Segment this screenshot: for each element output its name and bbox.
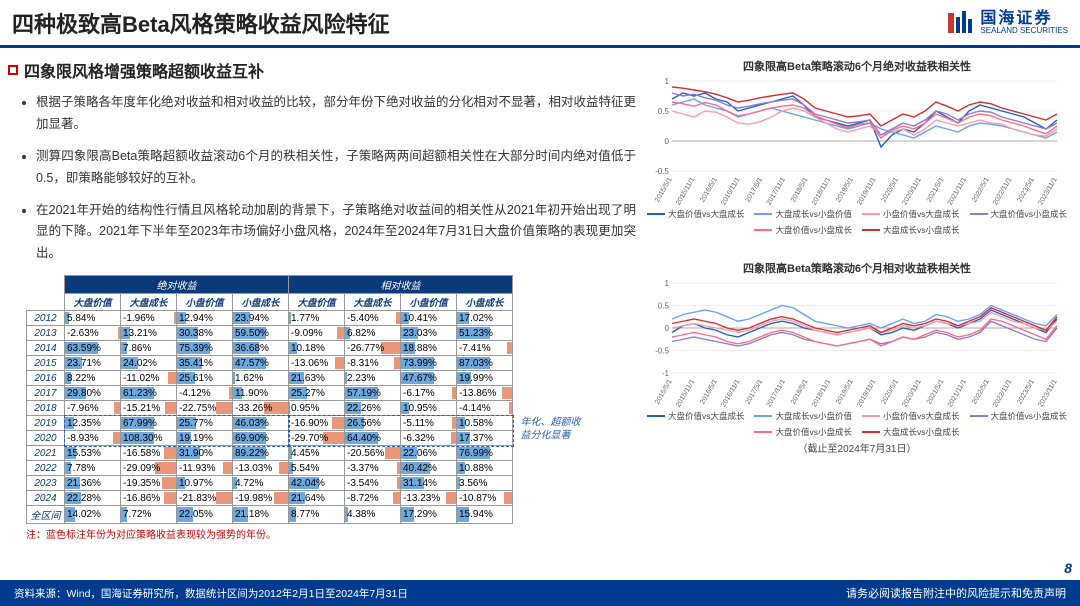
svg-text:1: 1 (665, 279, 670, 288)
svg-text:2020/5/1: 2020/5/1 (881, 176, 901, 203)
dash-label: 年化、超额收益分化显著 (521, 416, 581, 442)
table-note: 注：蓝色标注年份为对应策略收益表现较为强势的年份。 (26, 526, 636, 541)
svg-text:2021/5/1: 2021/5/1 (926, 378, 946, 405)
logo-text-en: SEALAND SECURITIES (980, 27, 1068, 35)
svg-text:2023/5/1: 2023/5/1 (1016, 176, 1036, 203)
svg-text:2019/11/1: 2019/11/1 (856, 378, 877, 408)
footer-disclaimer: 请务必阅读报告附注中的风险提示和免责声明 (846, 585, 1066, 601)
svg-text:2016/11/1: 2016/11/1 (720, 378, 741, 408)
legend-item: 大盘价值vs小盘成长 (754, 224, 852, 236)
svg-text:0: 0 (665, 324, 670, 333)
chart1-wrap: 四象限高Beta策略滚动6个月绝对收益秩相关性 -0.5 0 0.5 1 2015/5/… (642, 58, 1072, 236)
svg-text:2021/11/1: 2021/11/1 (947, 378, 968, 408)
legend-item: 大盘成长vs小盘价值 (754, 208, 852, 220)
svg-text:2020/5/1: 2020/5/1 (881, 378, 901, 405)
svg-text:-0.5: -0.5 (655, 167, 669, 176)
footer: 资料来源：Wind，国海证券研究所，数据统计区间为2012年2月1日至2024年… (0, 580, 1080, 606)
main: 四象限风格增强策略超额收益互补 根据子策略各年度年化绝对收益和相对收益的比较，部… (0, 48, 1080, 541)
svg-text:0: 0 (665, 137, 670, 146)
svg-text:2016/5/1: 2016/5/1 (699, 176, 719, 203)
bullet-item: 根据子策略各年度年化绝对收益和相对收益的比较，部分年份下绝对收益的分化相对不显著… (36, 92, 636, 136)
svg-text:2020/11/1: 2020/11/1 (901, 176, 922, 206)
svg-text:2021/5/1: 2021/5/1 (926, 176, 946, 203)
chart2: -1 -0.5 0 0.5 1 2015/5/12015/11/12016/5/12016… (642, 278, 1062, 408)
bullet-item: 测算四象限高Beta策略超额收益滚动6个月的秩相关性，子策略两两间超额相关性在大… (36, 146, 636, 190)
svg-text:2016/5/1: 2016/5/1 (699, 378, 719, 405)
svg-text:2015/5/1: 2015/5/1 (654, 176, 674, 203)
svg-text:2017/5/1: 2017/5/1 (745, 176, 765, 203)
chart2-cutoff: （截止至2024年7月31日） (642, 440, 1072, 455)
svg-text:2017/11/1: 2017/11/1 (766, 176, 787, 206)
legend-item: 大盘成长vs小盘成长 (862, 224, 960, 236)
chart2-legend: 大盘价值vs大盘成长大盘成长vs小盘价值小盘价值vs大盘成长大盘价值vs小盘成长… (642, 410, 1072, 438)
legend-item: 大盘价值vs小盘成长 (970, 410, 1068, 422)
footer-source: 资料来源：Wind，国海证券研究所，数据统计区间为2012年2月1日至2024年… (14, 586, 408, 601)
subtitle-text: 四象限风格增强策略超额收益互补 (24, 58, 264, 82)
svg-text:2018/5/1: 2018/5/1 (790, 176, 810, 203)
svg-text:2020/11/1: 2020/11/1 (901, 378, 922, 408)
svg-text:2018/11/1: 2018/11/1 (811, 176, 832, 206)
bullet-item: 在2021年开始的结构性行情且风格轮动加剧的背景下，子策略绝对收益间的相关性从2… (36, 200, 636, 266)
page-number: 8 (1064, 560, 1072, 576)
bullet-list: 根据子策略各年度年化绝对收益和相对收益的比较，部分年份下绝对收益的分化相对不显著… (8, 92, 636, 265)
right-column: 四象限高Beta策略滚动6个月绝对收益秩相关性 -0.5 0 0.5 1 2015/5/… (642, 58, 1072, 541)
svg-text:2019/5/1: 2019/5/1 (835, 378, 855, 405)
svg-text:2016/11/1: 2016/11/1 (720, 176, 741, 206)
svg-text:2022/5/1: 2022/5/1 (971, 378, 991, 405)
logo-icon (946, 9, 974, 37)
svg-text:0.5: 0.5 (658, 302, 670, 311)
svg-text:2022/11/1: 2022/11/1 (992, 378, 1013, 408)
svg-text:2022/11/1: 2022/11/1 (992, 176, 1013, 206)
bullet-square-icon (8, 65, 18, 75)
legend-item: 小盘价值vs大盘成长 (862, 410, 960, 422)
chart2-title: 四象限高Beta策略滚动6个月相对收益秩相关性 (642, 260, 1072, 276)
legend-item: 大盘价值vs大盘成长 (647, 410, 745, 422)
svg-text:2023/5/1: 2023/5/1 (1016, 378, 1036, 405)
returns-table-wrap: 绝对收益相对收益大盘价值大盘成长小盘价值小盘成长大盘价值大盘成长小盘价值小盘成长… (26, 275, 636, 524)
svg-text:2019/11/1: 2019/11/1 (856, 176, 877, 206)
legend-item: 大盘价值vs小盘成长 (754, 426, 852, 438)
svg-text:-0.5: -0.5 (655, 347, 669, 356)
chart1-title: 四象限高Beta策略滚动6个月绝对收益秩相关性 (642, 58, 1072, 74)
svg-text:2023/11/1: 2023/11/1 (1037, 378, 1058, 408)
logo-text-cn: 国海证券 (980, 11, 1068, 27)
legend-item: 大盘价值vs小盘成长 (970, 208, 1068, 220)
legend-item: 大盘成长vs小盘成长 (862, 426, 960, 438)
chart2-wrap: 四象限高Beta策略滚动6个月相对收益秩相关性 -1 -0.5 0 0.5 1 2015/… (642, 260, 1072, 455)
left-column: 四象限风格增强策略超额收益互补 根据子策略各年度年化绝对收益和相对收益的比较，部… (8, 58, 636, 541)
logo: 国海证券 SEALAND SECURITIES (946, 9, 1068, 37)
svg-text:2017/5/1: 2017/5/1 (745, 378, 765, 405)
page-title: 四种极致高Beta风格策略收益风险特征 (12, 7, 390, 39)
legend-item: 小盘价值vs大盘成长 (862, 208, 960, 220)
svg-text:0.5: 0.5 (658, 107, 670, 116)
legend-item: 大盘成长vs小盘价值 (754, 410, 852, 422)
svg-text:2015/5/1: 2015/5/1 (654, 378, 674, 405)
svg-text:2018/11/1: 2018/11/1 (811, 378, 832, 408)
svg-text:-1: -1 (662, 369, 670, 378)
svg-text:2022/5/1: 2022/5/1 (971, 176, 991, 203)
legend-item: 大盘价值vs大盘成长 (647, 208, 745, 220)
svg-text:2018/5/1: 2018/5/1 (790, 378, 810, 405)
svg-text:1: 1 (665, 77, 670, 86)
subtitle: 四象限风格增强策略超额收益互补 (8, 58, 636, 82)
chart1-legend: 大盘价值vs大盘成长大盘成长vs小盘价值小盘价值vs大盘成长大盘价值vs小盘成长… (642, 208, 1072, 236)
svg-text:2015/11/1: 2015/11/1 (675, 176, 696, 206)
header: 四种极致高Beta风格策略收益风险特征 国海证券 SEALAND SECURIT… (0, 0, 1080, 48)
svg-text:2015/11/1: 2015/11/1 (675, 378, 696, 408)
returns-table: 绝对收益相对收益大盘价值大盘成长小盘价值小盘成长大盘价值大盘成长小盘价值小盘成长… (26, 275, 513, 524)
svg-text:2017/11/1: 2017/11/1 (766, 378, 787, 408)
svg-text:2021/11/1: 2021/11/1 (947, 176, 968, 206)
svg-text:2023/11/1: 2023/11/1 (1037, 176, 1058, 206)
svg-text:2019/5/1: 2019/5/1 (835, 176, 855, 203)
chart1: -0.5 0 0.5 1 2015/5/12015/11/12016/5/12016/1… (642, 76, 1062, 206)
